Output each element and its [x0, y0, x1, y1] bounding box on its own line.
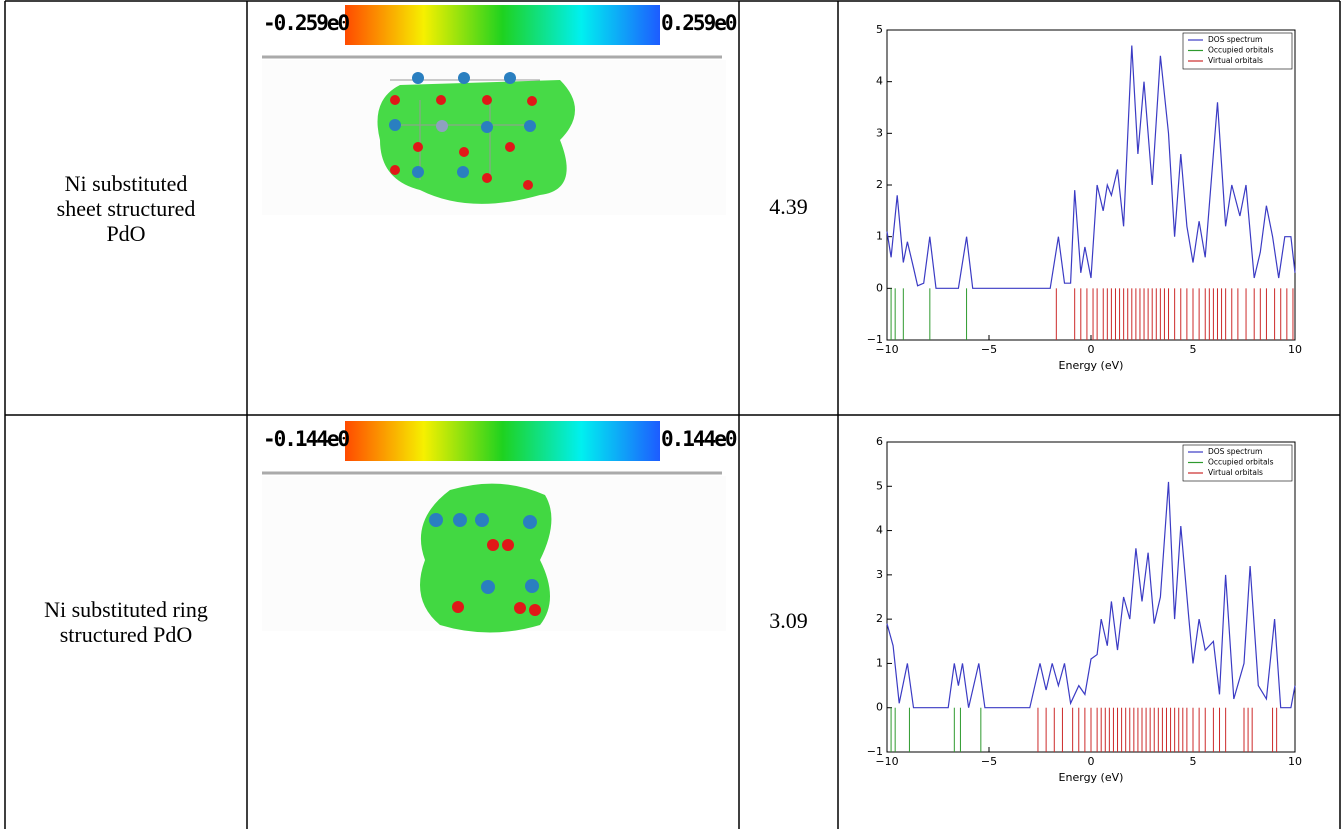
row-value: 3.09: [739, 608, 838, 634]
x-tick-label: −5: [981, 755, 997, 768]
y-tick-label: 2: [876, 178, 883, 191]
colorbar-max: 0.144e0: [661, 427, 737, 451]
y-tick-label: 6: [876, 435, 883, 448]
legend-label: Occupied orbitals: [1208, 46, 1274, 55]
colorbar-min: -0.259e0: [263, 11, 350, 35]
page: −10−50510−1012345Energy (eV)DOS spectrum…: [0, 0, 1344, 829]
row-label: Ni substituted ring structured PdO: [5, 415, 247, 829]
legend-label: DOS spectrum: [1208, 447, 1262, 456]
molecule-image: [262, 476, 726, 633]
row-label-text: Ni substituted ring structured PdO: [41, 597, 211, 647]
x-tick-label: 0: [1088, 343, 1095, 356]
x-axis-label: Energy (eV): [1059, 359, 1124, 372]
x-tick-label: −5: [981, 343, 997, 356]
y-tick-label: 3: [876, 568, 883, 581]
y-tick-label: 1: [876, 230, 883, 243]
legend-label: DOS spectrum: [1208, 35, 1262, 44]
y-tick-label: −1: [867, 745, 883, 758]
colorbar-min: -0.144e0: [263, 427, 350, 451]
y-tick-label: 0: [876, 281, 883, 294]
x-tick-label: 10: [1288, 343, 1302, 356]
legend-label: Virtual orbitals: [1208, 468, 1263, 477]
molecule-image: [262, 60, 726, 215]
row-value-text: 4.39: [769, 194, 808, 219]
y-tick-label: 1: [876, 656, 883, 669]
row-value-text: 3.09: [769, 608, 808, 633]
x-tick-label: 10: [1288, 755, 1302, 768]
row-value: 4.39: [739, 194, 838, 220]
y-tick-label: 5: [876, 23, 883, 36]
y-tick-label: 2: [876, 612, 883, 625]
colorbar: [345, 5, 660, 45]
plot-area: [887, 30, 1295, 340]
legend-label: Occupied orbitals: [1208, 458, 1274, 467]
x-tick-label: 0: [1088, 755, 1095, 768]
y-tick-label: 4: [876, 524, 883, 537]
colorbar: [345, 421, 660, 461]
y-tick-label: −1: [867, 333, 883, 346]
y-tick-label: 0: [876, 701, 883, 714]
y-tick-label: 3: [876, 126, 883, 139]
y-tick-label: 4: [876, 75, 883, 88]
row-label: Ni substituted sheet structured PdO: [5, 1, 247, 415]
x-tick-label: 5: [1190, 755, 1197, 768]
x-tick-label: 5: [1190, 343, 1197, 356]
colorbar-max: 0.259e0: [661, 11, 737, 35]
x-axis-label: Energy (eV): [1059, 771, 1124, 784]
row-label-text: Ni substituted sheet structured PdO: [41, 171, 211, 246]
legend-label: Virtual orbitals: [1208, 56, 1263, 65]
y-tick-label: 5: [876, 479, 883, 492]
